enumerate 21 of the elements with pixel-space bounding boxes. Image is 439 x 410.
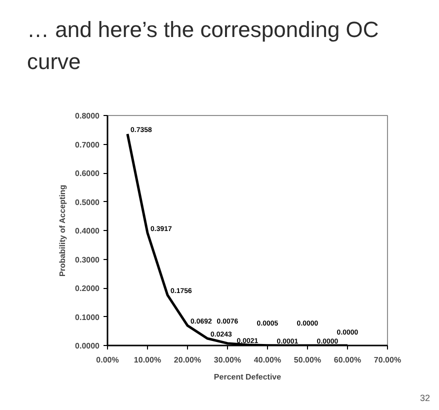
y-tick-label: 0.6000 xyxy=(75,169,100,178)
y-tick-label: 0.0000 xyxy=(75,342,100,350)
y-tick-label: 0.1000 xyxy=(75,312,100,322)
y-tick-label: 0.2000 xyxy=(75,284,100,293)
x-tick-label: 40.00% xyxy=(254,356,282,364)
x-tick-label: 10.00% xyxy=(134,356,162,364)
y-tick-label: 0.5000 xyxy=(75,198,100,207)
x-tick-label: 30.00% xyxy=(214,356,242,364)
y-tick-label: 0.4000 xyxy=(75,226,100,236)
x-tick-label: 70.00% xyxy=(374,356,402,364)
x-tick-label: 20.00% xyxy=(174,356,202,364)
x-tick-label: 50.00% xyxy=(294,356,322,364)
y-axis-title: Probability of Accepting xyxy=(58,184,68,277)
y-tick-label: 0.7000 xyxy=(75,140,100,150)
y-tick-label: 0.8000 xyxy=(75,112,100,120)
x-tick-label: 0.00% xyxy=(96,356,119,364)
x-tick-label: 60.00% xyxy=(334,356,362,364)
chart-title: … and here’s the corresponding OC curve xyxy=(27,16,380,76)
y-tick-label: 0.3000 xyxy=(75,255,100,264)
text: 32 xyxy=(420,392,430,404)
x-axis-title: Percent Defective xyxy=(214,372,282,382)
